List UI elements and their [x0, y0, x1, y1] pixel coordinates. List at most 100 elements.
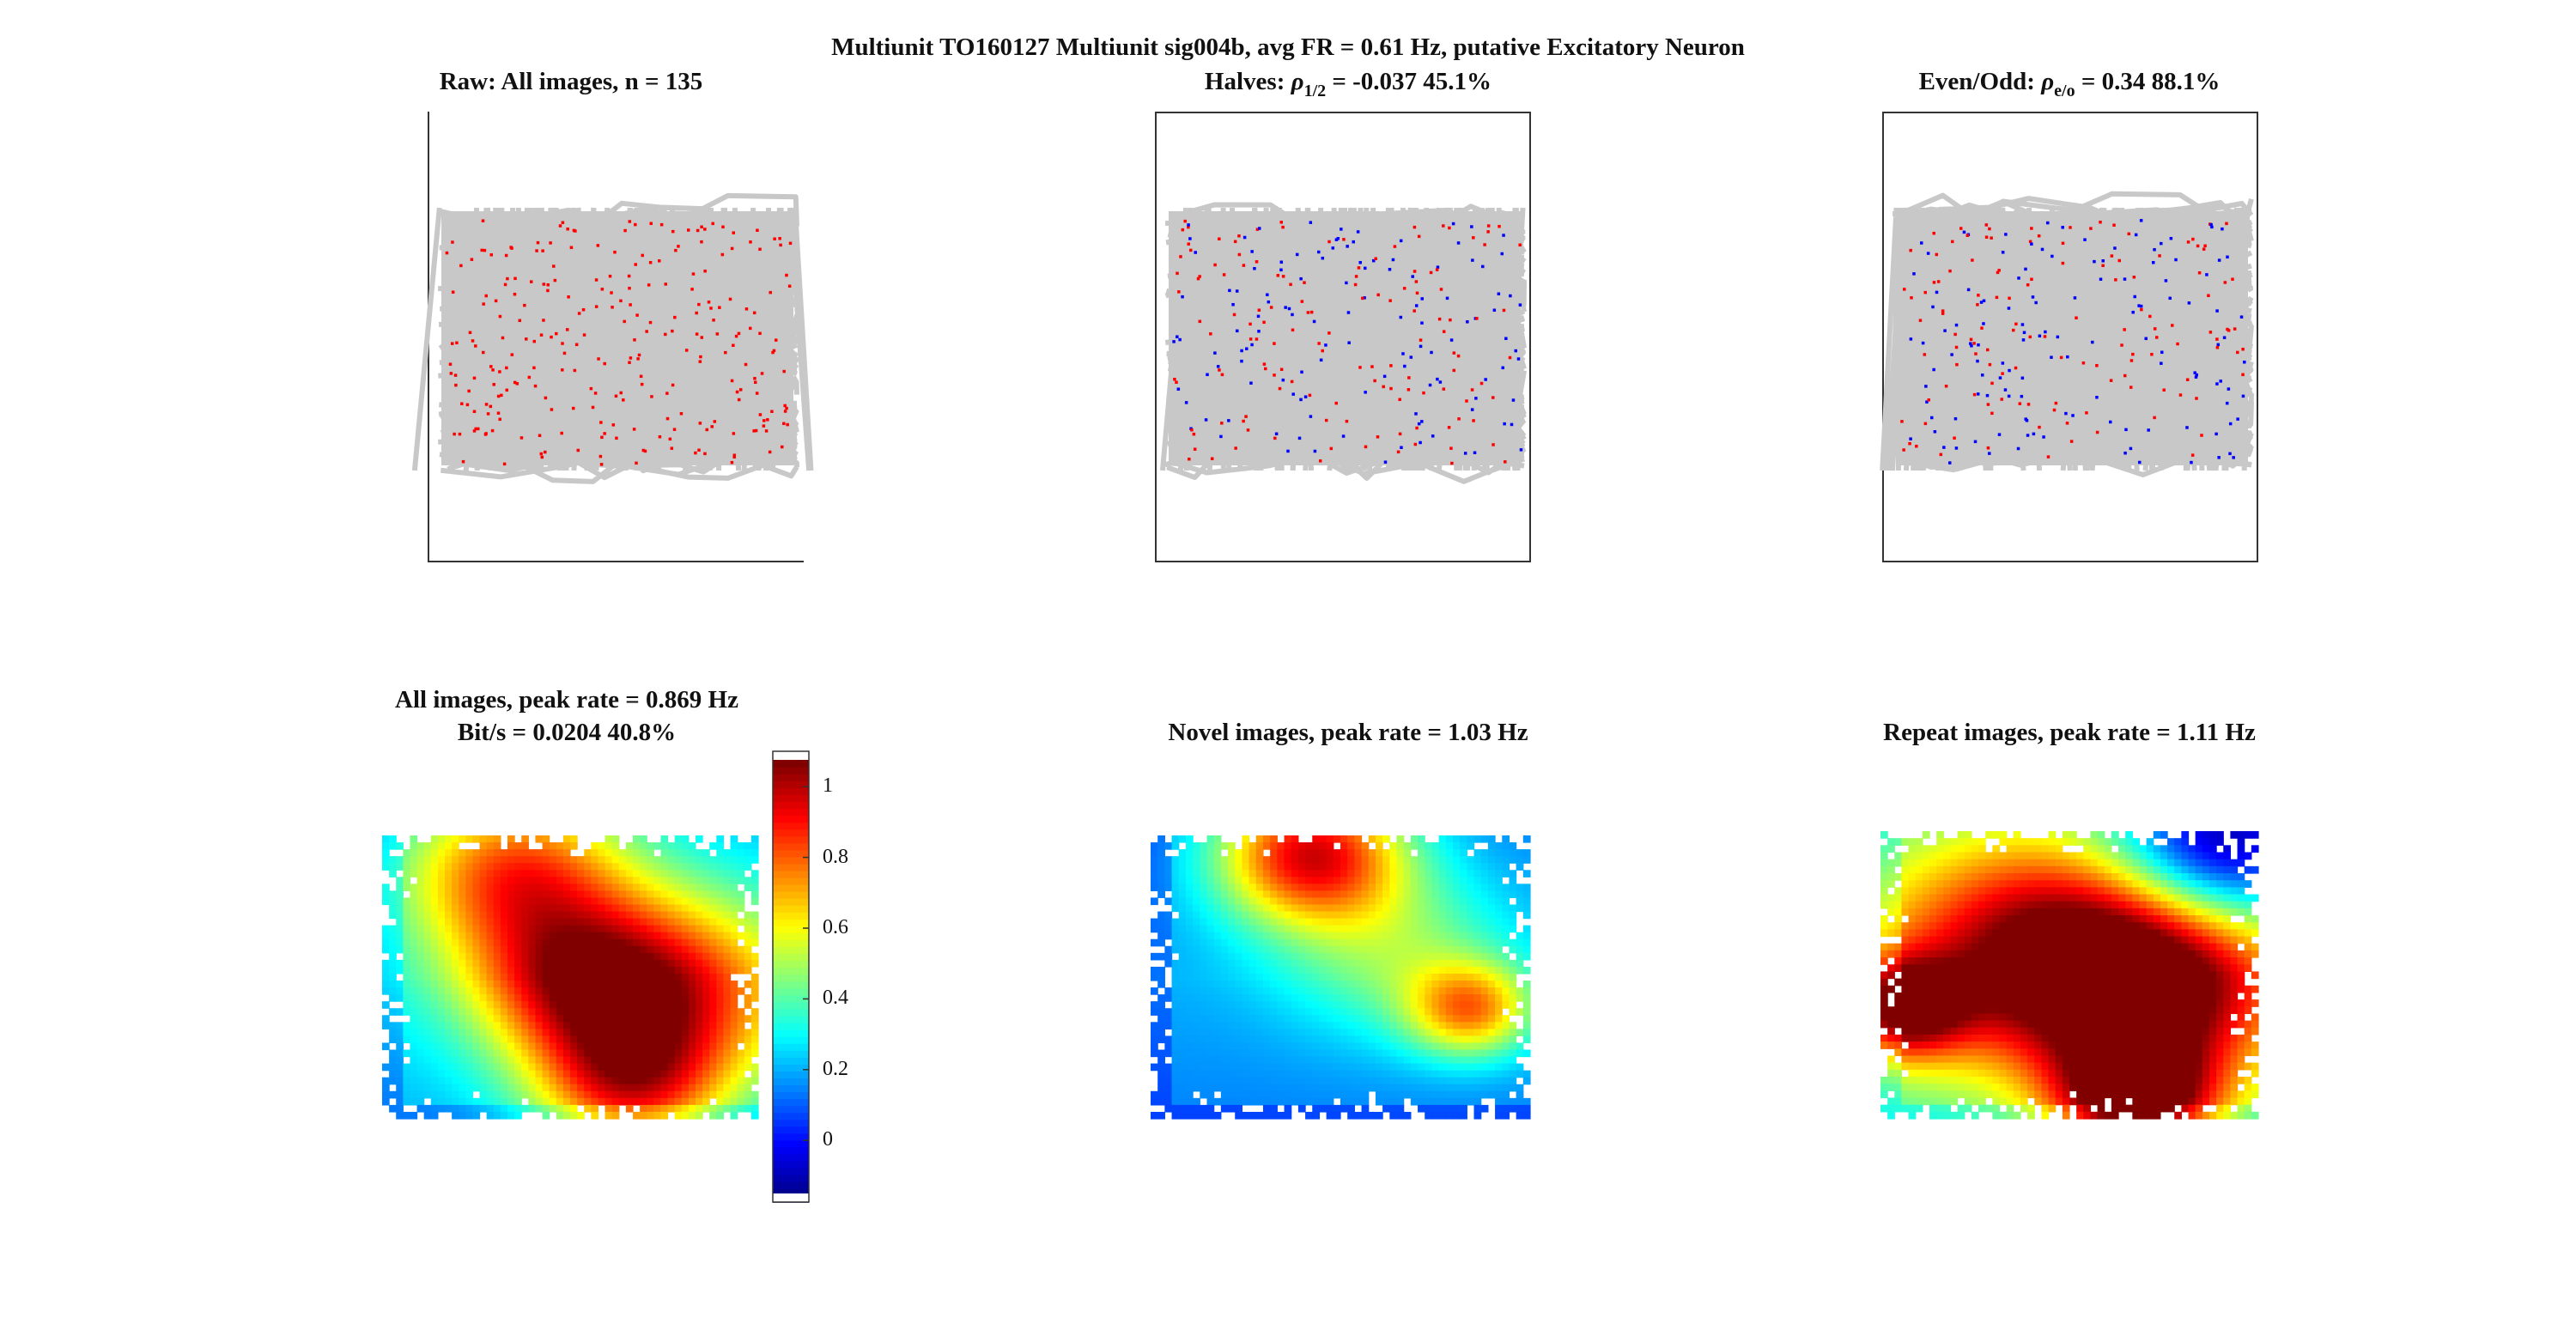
heatmap-cell	[389, 981, 397, 988]
heatmap-cell	[667, 1029, 676, 1037]
heatmap-cell	[1255, 835, 1264, 843]
spike-point	[1932, 281, 1936, 284]
heatmap-cell	[396, 925, 404, 933]
spike-point	[1900, 420, 1904, 423]
heatmap-cell	[562, 925, 571, 933]
spike-point	[724, 350, 727, 355]
heatmap-cell	[549, 1070, 557, 1078]
heatmap-cell	[1368, 1111, 1376, 1120]
heatmap-cell	[730, 1029, 738, 1037]
heatmap-cell	[1291, 1097, 1299, 1106]
heatmap-cell	[1410, 1070, 1419, 1078]
heatmap-cell	[1262, 959, 1271, 968]
heatmap-cell	[1425, 938, 1433, 947]
spike-point	[1451, 222, 1455, 226]
heatmap-cell	[410, 890, 418, 899]
heatmap-cell	[1171, 1070, 1180, 1078]
heatmap-cell	[423, 870, 432, 877]
spike-point	[2001, 372, 2004, 375]
heatmap-cell	[640, 911, 647, 920]
heatmap-cell	[1354, 1022, 1363, 1029]
spike-point	[728, 297, 732, 301]
heatmap-cell	[1487, 1001, 1496, 1009]
heatmap-cell	[653, 877, 662, 884]
heatmap-cell	[1495, 856, 1503, 864]
heatmap-cell	[591, 994, 599, 1002]
heatmap-cell	[696, 981, 703, 988]
heatmap-cell	[1460, 918, 1467, 926]
heatmap-cell	[1319, 884, 1327, 891]
heatmap-cell	[521, 966, 529, 975]
heatmap-cell	[396, 966, 404, 975]
heatmap-cell	[1185, 1035, 1194, 1044]
heatmap-cell	[1193, 897, 1200, 906]
heatmap-cell	[1151, 1001, 1158, 1009]
heatmap-cell	[423, 877, 432, 884]
heatmap-cell	[696, 1049, 703, 1058]
heatmap-cell	[605, 1104, 613, 1113]
heatmap-cell	[605, 890, 613, 899]
heatmap-cell	[542, 981, 550, 988]
heatmap-cell	[1297, 952, 1306, 961]
heatmap-cell	[1319, 897, 1327, 906]
heatmap-cell	[1467, 842, 1475, 850]
heatmap-cell	[1502, 897, 1510, 906]
heatmap-cell	[1418, 856, 1425, 864]
heatmap-cell	[1445, 1097, 1454, 1106]
spike-point	[2190, 460, 2193, 465]
heatmap-cell	[486, 842, 495, 850]
heatmap-cell	[1297, 918, 1306, 926]
heatmap-cell	[535, 952, 544, 961]
heatmap-cell	[1305, 1070, 1313, 1078]
heatmap-cell	[696, 904, 703, 913]
heatmap-cell	[500, 1022, 508, 1029]
heatmap-cell	[416, 1022, 425, 1029]
heatmap-cell	[709, 952, 717, 961]
spike-point	[1932, 231, 1935, 235]
heatmap-cell	[744, 1015, 752, 1023]
heatmap-cell	[389, 897, 397, 906]
heatmap-cell	[570, 870, 578, 877]
heatmap-cell	[674, 1090, 683, 1099]
heatmap-cell	[430, 842, 439, 850]
heatmap-cell	[1206, 842, 1215, 850]
heatmap-cell	[647, 842, 654, 850]
heatmap-cell	[667, 1042, 676, 1051]
spike-point	[623, 228, 627, 233]
heatmap-cell	[1326, 959, 1334, 968]
heatmap-cell	[1305, 1042, 1313, 1051]
heatmap-cell	[1249, 925, 1257, 933]
heatmap-cell	[1354, 981, 1363, 988]
heatmap-cell	[542, 1029, 550, 1037]
heatmap-cell	[542, 1063, 550, 1072]
heatmap-cell	[1206, 1097, 1215, 1106]
spike-point	[1281, 275, 1285, 278]
heatmap-cell	[1509, 1063, 1517, 1072]
heatmap-cell	[1277, 973, 1285, 981]
heatmap-cell	[528, 918, 537, 926]
heatmap-cell	[640, 849, 647, 857]
heatmap-cell	[403, 856, 411, 864]
heatmap-cell	[430, 1104, 439, 1113]
heatmap-cell	[1262, 1042, 1271, 1051]
heatmap-cell	[528, 877, 537, 884]
heatmap-cell	[1438, 877, 1447, 884]
heatmap-cell	[1200, 945, 1208, 954]
heatmap-cell	[681, 884, 690, 891]
heatmap-cell	[1375, 870, 1383, 877]
heatmap-cell	[618, 1070, 627, 1078]
heatmap-cell	[549, 1001, 557, 1009]
heatmap-cell	[521, 856, 529, 864]
heatmap-cell	[2069, 831, 2077, 839]
heatmap-cell	[1452, 842, 1461, 850]
heatmap-cell	[716, 994, 725, 1002]
heatmap-cell	[1438, 1049, 1447, 1058]
spike-point	[2132, 276, 2136, 279]
heatmap-cell	[1522, 884, 1531, 891]
spike-point	[1990, 381, 1994, 386]
heatmap-cell	[562, 1022, 571, 1029]
heatmap-cell	[1235, 863, 1243, 871]
spike-point	[1437, 317, 1442, 321]
heatmap-cell	[702, 1015, 710, 1023]
heatmap-cell	[1305, 1056, 1313, 1065]
